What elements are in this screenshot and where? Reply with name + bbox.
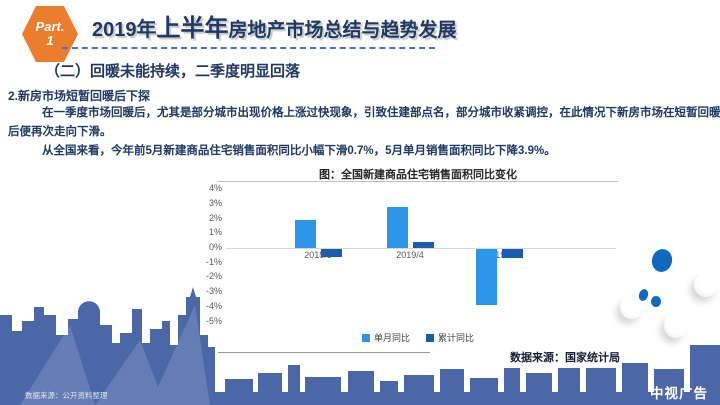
y-tick--2: -2% <box>205 271 222 282</box>
slide-data-source-note: 数据来源：公开资料整理 <box>25 391 108 400</box>
legend-item-cumulative: 累计同比 <box>426 331 474 344</box>
decor-blue-dot-small-2 <box>651 296 661 307</box>
city-skyline <box>0 287 720 405</box>
page-title: 2019年上半年房地产市场总结与趋势发展 <box>92 12 457 49</box>
bar-s1-g0 <box>320 248 342 257</box>
paragraph2: 从全国来看，今年前5月新建商品住宅销售面积同比小幅下滑0.7%，5月单月销售面积… <box>42 145 556 157</box>
section-heading: 2.新房市场短暂回暖后下探 <box>8 89 151 103</box>
legend-label-cumulative: 累计同比 <box>438 333 475 343</box>
page-title-part2: 上半年 <box>156 15 229 42</box>
y-tick-4: 4% <box>208 183 222 194</box>
x-label-2: 2019/5 <box>485 250 513 260</box>
decor-white-circle-1 <box>694 273 718 297</box>
y-tick--3: -3% <box>205 286 222 297</box>
chart-legend: 单月同比 累计同比 <box>218 331 618 344</box>
part-badge: Part. 1 <box>22 6 78 62</box>
title-underline-dashes <box>62 47 435 49</box>
decor-white-circle-3 <box>664 313 687 338</box>
y-tick-3: 3% <box>208 197 222 208</box>
paragraph1-line2: 后便再次走向下滑。 <box>8 126 112 138</box>
bar-s1-g2 <box>501 248 523 259</box>
section-subtitle: （二）回暖未能持续，二季度明显回落 <box>45 63 301 80</box>
page-title-part3: 房地产市场总结与趋势发展 <box>228 20 457 41</box>
y-tick--4: -4% <box>205 300 222 311</box>
watermark-label: 中视广告 <box>650 386 708 401</box>
x-label-0: 2019/3 <box>304 250 332 260</box>
bar-s0-g0 <box>294 220 316 248</box>
chart-title: 图：全国新建商品住宅销售面积同比变化 <box>319 169 517 181</box>
decor-white-circle-2 <box>620 296 643 319</box>
y-tick-2: 2% <box>208 212 222 223</box>
bar-s0-g2 <box>475 248 497 306</box>
part-label: Part. <box>35 19 65 34</box>
bar-s0-g1 <box>386 206 408 248</box>
chart-top-rule <box>218 181 618 182</box>
y-tick-0: 0% <box>208 242 222 252</box>
chart-bottom-rule <box>218 352 618 353</box>
decor-blue-ellipse-large <box>649 246 675 275</box>
y-tick--5: -5% <box>205 315 222 326</box>
legend-label-monthly: 单月同比 <box>373 333 410 343</box>
bar-s1-g1 <box>412 242 434 248</box>
y-tick-1: 1% <box>208 227 222 238</box>
page-title-part1: 2019年 <box>92 19 157 41</box>
legend-item-monthly: 单月同比 <box>361 331 410 344</box>
x-label-1: 2019/4 <box>396 250 424 260</box>
paragraph1-line1: 在一季度市场回暖后，尤其是部分城市出现价格上涨过快现象，引致住建部点名，部分城市… <box>42 107 720 119</box>
legend-swatch-monthly-icon <box>361 333 370 342</box>
y-tick--1: -1% <box>205 256 222 267</box>
legend-swatch-cumulative-icon <box>426 333 434 342</box>
part-number: 1 <box>46 33 54 48</box>
chart-zero-gridline <box>226 248 616 249</box>
chart-data-source: 数据来源：国家统计局 <box>430 349 620 368</box>
